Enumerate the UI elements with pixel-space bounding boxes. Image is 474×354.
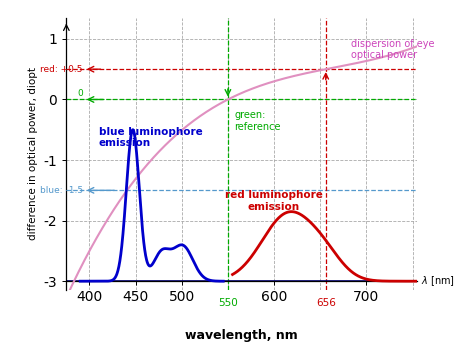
Text: blue luminophore
emission: blue luminophore emission xyxy=(99,127,202,148)
Y-axis label: difference in optical power, diopt: difference in optical power, diopt xyxy=(28,68,38,240)
Text: 656: 656 xyxy=(316,298,336,308)
X-axis label: wavelength, nm: wavelength, nm xyxy=(185,329,298,342)
Text: $\lambda$ [nm]: $\lambda$ [nm] xyxy=(421,274,455,288)
Text: red luminophore
emission: red luminophore emission xyxy=(225,190,323,212)
Text: 0: 0 xyxy=(77,89,83,98)
Text: blue: -1.5: blue: -1.5 xyxy=(40,186,83,195)
Text: green:
reference: green: reference xyxy=(234,110,281,132)
Text: dispersion of eye
optical power: dispersion of eye optical power xyxy=(351,39,434,60)
Text: 550: 550 xyxy=(218,298,238,308)
Text: red: +0.5: red: +0.5 xyxy=(40,65,83,74)
